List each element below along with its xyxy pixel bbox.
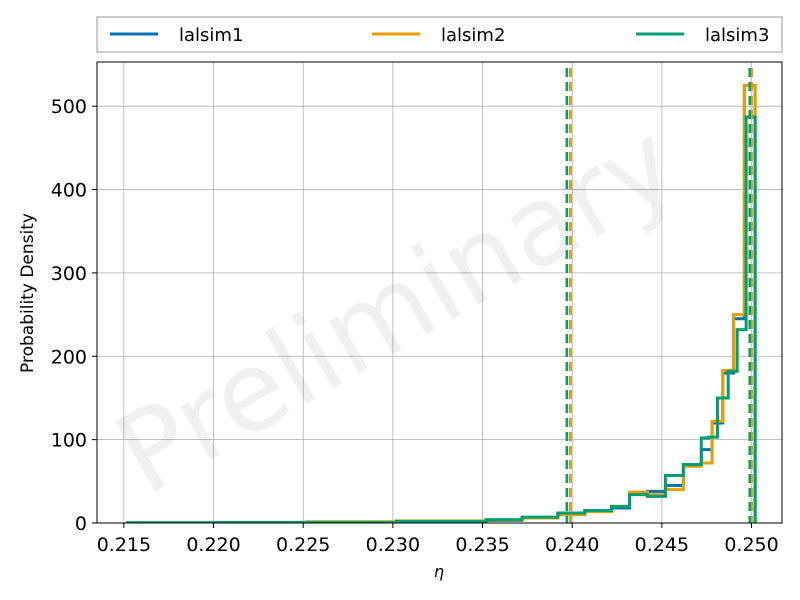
legend-label-lalsim1: lalsim1	[179, 25, 243, 46]
x-axis: 0.215 0.220 0.225 0.230 0.235 0.240 0.245 0.250	[97, 523, 779, 556]
watermark: Preliminary	[95, 98, 697, 519]
x-tick-label: 0.235	[455, 534, 509, 556]
plot-frame	[96, 61, 783, 524]
y-tick-label: 300	[51, 263, 87, 285]
y-tick-label: 100	[51, 430, 87, 452]
x-axis-label: η	[434, 562, 444, 581]
y-tick-label: 500	[51, 96, 87, 118]
legend: lalsim1 lalsim2 lalsim3	[96, 16, 783, 53]
x-tick-label: 0.250	[724, 534, 778, 556]
legend-label-lalsim3: lalsim3	[705, 25, 769, 46]
series-steps	[125, 83, 757, 523]
credible-interval-lines	[565, 68, 753, 523]
x-tick-label: 0.240	[545, 534, 599, 556]
y-tick-label: 400	[51, 180, 87, 202]
series-line-lalsim3	[125, 115, 757, 523]
legend-label-lalsim2: lalsim2	[441, 25, 505, 46]
grid	[97, 62, 782, 524]
y-tick-label: 200	[51, 346, 87, 368]
x-tick-label: 0.245	[635, 534, 689, 556]
x-tick-label: 0.225	[276, 534, 330, 556]
y-axis-label: Probability Density	[18, 213, 38, 373]
x-tick-label: 0.230	[366, 534, 420, 556]
y-axis: 0 100 200 300 400 500	[51, 96, 97, 535]
x-tick-label: 0.220	[186, 534, 240, 556]
y-tick-label: 0	[75, 513, 87, 535]
x-tick-label: 0.215	[97, 534, 151, 556]
